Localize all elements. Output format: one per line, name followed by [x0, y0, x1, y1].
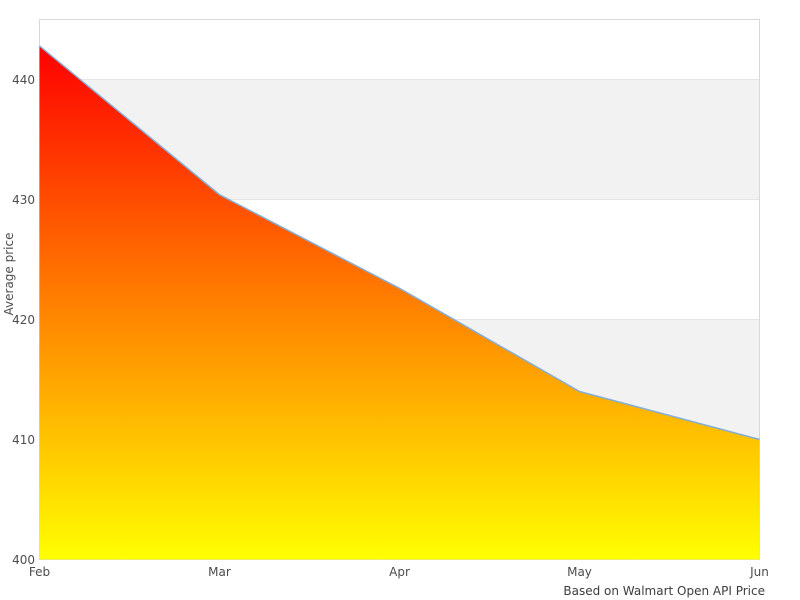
y-axis-label: Average price — [2, 232, 16, 316]
y-tick-label: 440 — [12, 72, 35, 87]
y-tick-label: 410 — [12, 432, 35, 447]
y-tick-label: 400 — [12, 552, 35, 567]
y-tick-label: 430 — [12, 192, 35, 207]
y-tick-label: 420 — [12, 312, 35, 327]
area-series-average-price — [39, 45, 760, 560]
x-tick-label: May — [567, 565, 592, 579]
plot-area — [39, 19, 760, 560]
x-tick-label: Feb — [28, 565, 51, 579]
x-tick-label: Mar — [208, 565, 231, 579]
x-tick-label: Jun — [750, 565, 769, 579]
x-tick-label: Apr — [389, 565, 410, 579]
line-series-average-price — [39, 45, 760, 441]
area-chart-canvas — [39, 19, 760, 560]
chart-caption: Based on Walmart Open API Price — [563, 584, 765, 598]
